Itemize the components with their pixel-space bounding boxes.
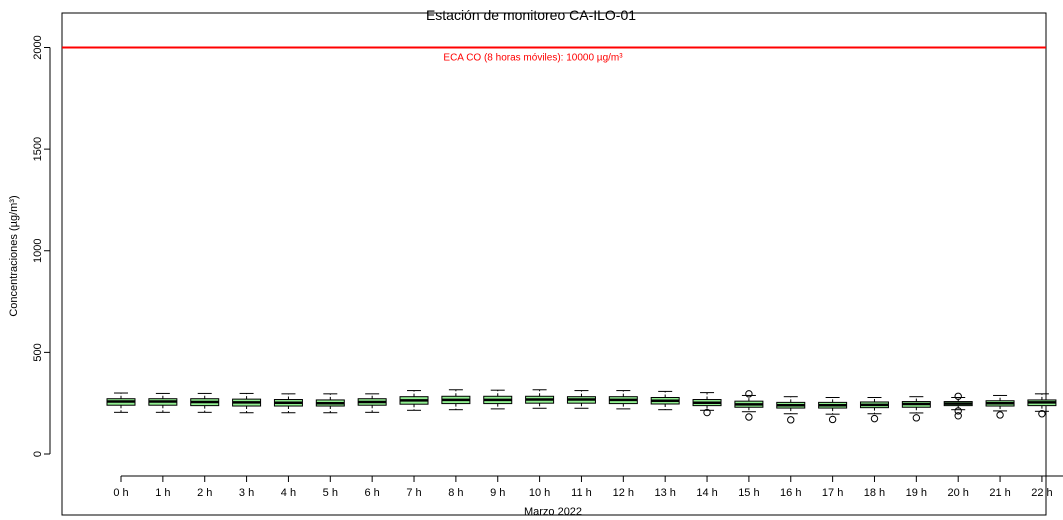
box-10 xyxy=(525,389,555,409)
outlier-point xyxy=(996,411,1004,419)
box-20 xyxy=(943,392,973,420)
y-tick-label: 1500 xyxy=(32,137,44,161)
box-13 xyxy=(650,390,680,411)
box-12 xyxy=(608,390,638,410)
x-tick-label: 17 h xyxy=(822,487,843,499)
x-axis-label: Marzo 2022 xyxy=(524,506,582,518)
x-tick-label: 2 h xyxy=(197,487,212,499)
boxes-layer xyxy=(106,389,1057,424)
box-1 xyxy=(148,392,178,413)
y-tick-label: 2000 xyxy=(32,35,44,59)
box-7 xyxy=(399,390,429,411)
box-8 xyxy=(441,389,471,411)
outlier-point xyxy=(912,414,921,422)
x-tick-label: 3 h xyxy=(239,487,254,499)
reference-layer: ECA CO (8 horas móviles): 10000 µg/m³ xyxy=(62,46,1046,64)
outlier-point xyxy=(954,392,962,400)
x-tick-label: 4 h xyxy=(281,487,296,499)
box-3 xyxy=(232,392,262,414)
outlier-point xyxy=(828,415,837,424)
box-17 xyxy=(818,396,848,424)
outlier-point xyxy=(703,408,711,417)
x-tick-label: 14 h xyxy=(696,487,717,499)
x-tick-label: 10 h xyxy=(529,487,550,499)
y-tick-label: 500 xyxy=(32,343,44,361)
y-tick-label: 0 xyxy=(32,451,44,457)
y-tick-label: 1000 xyxy=(32,239,44,263)
x-tick-label: 13 h xyxy=(654,487,675,499)
x-axis: 0 h 1 h 2 h 3 h 4 h 5 h 6 h 7 h 8 h 9 h 10 h 11 h 12… xyxy=(113,475,1063,499)
outlier-point xyxy=(870,414,879,423)
box-2 xyxy=(190,392,220,413)
outlier-point xyxy=(1038,410,1046,418)
outlier-point xyxy=(954,412,962,420)
y-axis: 0 500 1000 1500 2000 xyxy=(32,35,51,457)
x-tick-label: 19 h xyxy=(906,487,927,499)
x-tick-label: 20 h xyxy=(947,487,968,499)
box-19 xyxy=(901,396,931,422)
box-22 xyxy=(1027,393,1057,418)
x-tick-label: 22 h xyxy=(1031,487,1052,499)
x-tick-label: 12 h xyxy=(613,487,634,499)
x-tick-label: 21 h xyxy=(989,487,1010,499)
x-tick-label: 0 h xyxy=(113,487,128,499)
box-21 xyxy=(985,394,1015,419)
x-tick-label: 16 h xyxy=(780,487,801,499)
x-tick-label: 18 h xyxy=(864,487,885,499)
x-tick-label: 15 h xyxy=(738,487,759,499)
box-5 xyxy=(315,393,345,414)
x-tick-label: 8 h xyxy=(448,487,463,499)
box-16 xyxy=(776,396,806,424)
outlier-point xyxy=(787,416,795,424)
x-tick-label: 9 h xyxy=(490,487,505,499)
y-axis-label: Concentraciones (µg/m³) xyxy=(8,195,20,316)
chart-title: Estación de monitoreo CA-ILO-01 xyxy=(426,7,636,23)
reference-line-label: ECA CO (8 horas móviles): 10000 µg/m³ xyxy=(443,53,623,64)
x-tick-label: 11 h xyxy=(571,487,592,499)
x-tick-label: 7 h xyxy=(406,487,421,499)
box-15 xyxy=(734,390,764,421)
x-tick-label: 5 h xyxy=(323,487,338,499)
box-18 xyxy=(859,396,889,423)
box-9 xyxy=(483,389,513,410)
outlier-point xyxy=(745,413,753,421)
x-tick-label: 1 h xyxy=(155,487,170,499)
box-11 xyxy=(566,390,596,409)
box-14 xyxy=(692,392,722,417)
outlier-point xyxy=(954,407,962,415)
plot-border xyxy=(61,12,1047,516)
box-6 xyxy=(357,393,387,413)
outlier-point xyxy=(745,390,753,398)
box-4 xyxy=(273,393,303,414)
x-tick-label: 6 h xyxy=(365,487,380,499)
box-0 xyxy=(106,392,136,413)
